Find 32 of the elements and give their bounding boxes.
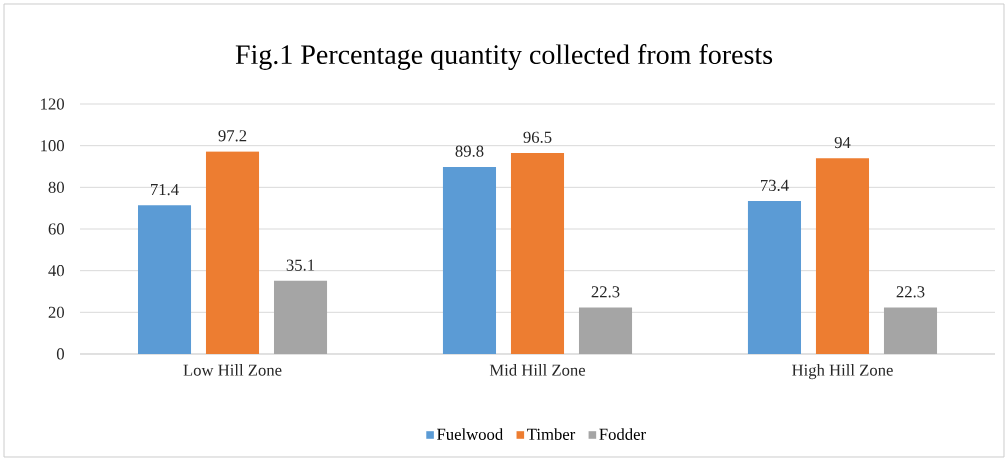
- data-label: 94: [834, 136, 851, 149]
- x-tick-label: Low Hill Zone: [183, 364, 282, 376]
- y-tick-label: 80: [48, 181, 64, 193]
- chart-title: Fig.1 Percentage quantity collected from forests: [235, 44, 773, 70]
- data-label: 71.4: [151, 183, 179, 196]
- bar: [510, 152, 565, 354]
- data-label: 96.5: [523, 131, 552, 143]
- y-tick-label: 60: [48, 223, 64, 235]
- y-tick-label: 20: [48, 306, 64, 318]
- data-label: 22.3: [591, 286, 620, 298]
- y-tick-label: 40: [48, 265, 64, 277]
- bar: [273, 280, 328, 354]
- bar: [883, 307, 938, 354]
- data-label: 73.4: [761, 179, 789, 192]
- data-label: 22.3: [896, 286, 925, 298]
- legend-label: Timber: [527, 428, 576, 440]
- data-label: 35.1: [286, 259, 315, 271]
- data-label: 97.2: [218, 130, 247, 142]
- y-tick-label: 100: [41, 140, 64, 152]
- data-label: 89.8: [455, 145, 484, 157]
- legend-label: Fodder: [599, 428, 646, 440]
- bar: [578, 307, 633, 354]
- bar: [747, 201, 802, 354]
- bar: [137, 205, 192, 354]
- y-tick-label: 120: [41, 98, 64, 110]
- bar: [205, 151, 260, 354]
- legend-label: Fuelwood: [437, 428, 503, 440]
- bar: [442, 166, 497, 354]
- bar: [815, 158, 870, 354]
- y-tick-label: 0: [56, 348, 64, 360]
- x-tick-label: Mid Hill Zone: [489, 364, 586, 376]
- x-tick-label: High Hill Zone: [792, 364, 893, 380]
